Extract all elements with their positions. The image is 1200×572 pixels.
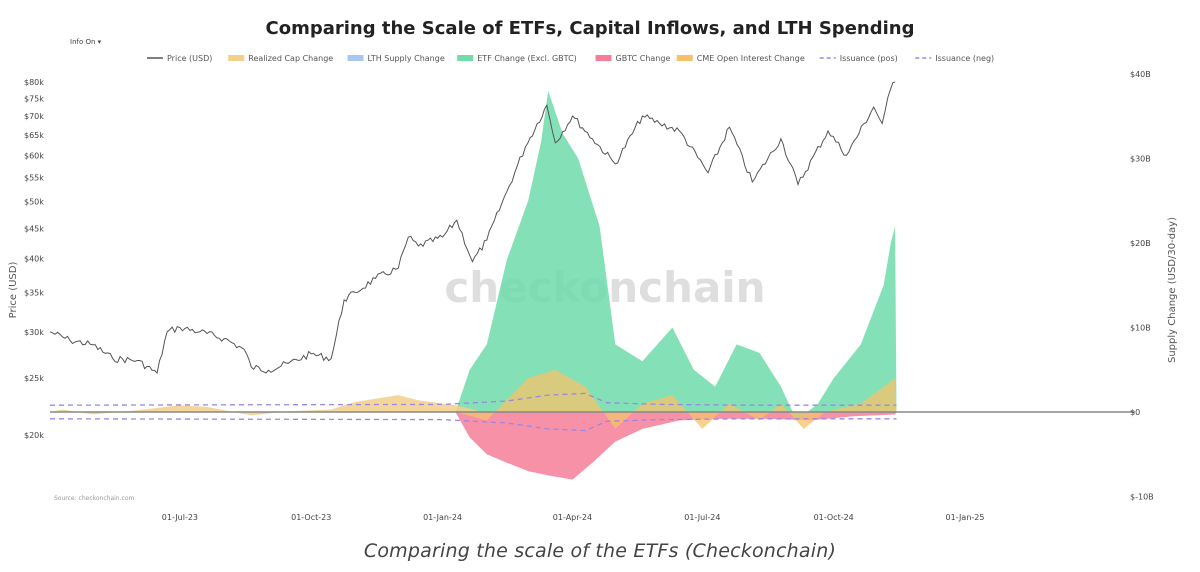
y-axis-right-label: Supply Change (USD/30-day) <box>1167 217 1178 363</box>
y-left-tick-label: $70k <box>24 112 44 121</box>
source-note: Source: checkonchain.com <box>54 495 134 502</box>
y-left-tick-label: $35k <box>24 289 44 298</box>
info-toggle[interactable]: Info On ▾ <box>70 38 101 46</box>
realized-cap-change-area <box>50 395 477 416</box>
info-toggle-label: Info On <box>70 38 96 46</box>
legend-item-label: Realized Cap Change <box>248 54 333 63</box>
y-right-tick-label: $30B <box>1130 155 1151 164</box>
legend-item-label: ETF Change (Excl. GBTC) <box>477 54 577 63</box>
chart: Comparing the Scale of ETFs, Capital Inf… <box>8 18 1178 522</box>
y-right-tick-label: $40B <box>1130 70 1151 79</box>
x-tick-label: 01-Apr-24 <box>553 513 592 522</box>
y-left-tick-label: $80k <box>24 78 44 87</box>
figure-caption: Comparing the scale of the ETFs (Checkon… <box>363 540 837 562</box>
issuance-pos-line <box>49 392 897 406</box>
y-left-tick-label: $50k <box>24 198 44 207</box>
legend-swatch <box>347 55 364 61</box>
y-right-tick-label: $10B <box>1130 324 1151 333</box>
legend-swatch <box>676 55 693 61</box>
x-tick-label: 01-Jan-25 <box>946 513 985 522</box>
legend-item-label: Issuance (neg) <box>935 54 994 63</box>
x-tick-label: 01-Oct-24 <box>814 513 854 522</box>
x-tick-label: 01-Oct-23 <box>291 513 331 522</box>
cme-oi-change-area <box>455 369 897 429</box>
y-right-tick-label: $0 <box>1130 408 1140 417</box>
axes: $20k $25k $30k $35k $40k $45k $50k $55k $60k $65k… <box>24 70 1154 522</box>
legend-item-label: CME Open Interest Change <box>697 54 805 63</box>
y-left-tick-label: $60k <box>24 151 44 160</box>
x-tick-label: 01-Jul-23 <box>162 513 198 522</box>
x-tick-label: 01-Jan-24 <box>423 513 462 522</box>
y-axis-left-label: Price (USD) <box>8 262 19 319</box>
legend-swatch <box>457 55 474 61</box>
y-left-tick-label: $20k <box>24 431 44 440</box>
price-line <box>49 81 896 375</box>
legend-item-label: Issuance (pos) <box>840 54 898 63</box>
y-left-tick-label: $75k <box>24 94 44 103</box>
legend-item-label: GBTC Change <box>616 54 671 63</box>
y-left-tick-label: $45k <box>24 225 44 234</box>
gbtc-change-area <box>455 412 897 480</box>
legend: Price (USD) Realized Cap Change LTH Supply… <box>147 54 994 63</box>
y-left-tick-label: $55k <box>24 173 44 182</box>
legend-item-label: LTH Supply Change <box>368 54 445 63</box>
x-tick-label: 01-Jul-24 <box>684 513 720 522</box>
legend-swatch <box>228 55 245 61</box>
legend-item-label: Price (USD) <box>167 54 212 63</box>
legend-swatch <box>595 55 612 61</box>
plot-area <box>49 81 1135 480</box>
issuance-neg-line <box>49 418 897 432</box>
caret-down-icon: ▾ <box>97 38 102 46</box>
y-left-tick-label: $25k <box>24 374 44 383</box>
y-left-tick-label: $30k <box>24 328 44 337</box>
chart-svg: Comparing the Scale of ETFs, Capital Inf… <box>8 18 1178 522</box>
y-right-tick-label: $20B <box>1130 239 1151 248</box>
y-right-tick-label: $-10B <box>1130 493 1154 502</box>
chart-title: Comparing the Scale of ETFs, Capital Inf… <box>266 18 915 39</box>
y-left-tick-label: $40k <box>24 255 44 264</box>
etf-change-area <box>455 90 897 421</box>
y-left-tick-label: $65k <box>24 131 44 140</box>
